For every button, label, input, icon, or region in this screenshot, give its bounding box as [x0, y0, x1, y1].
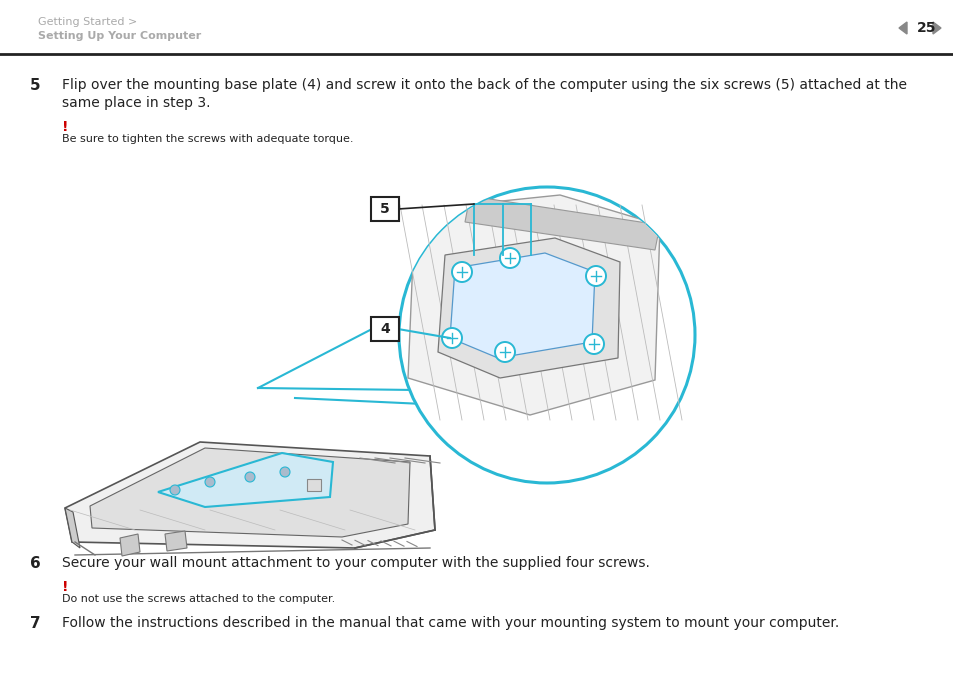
Text: !: ! [62, 580, 69, 594]
Text: 5: 5 [379, 202, 390, 216]
FancyBboxPatch shape [371, 317, 398, 341]
Polygon shape [450, 253, 595, 358]
Text: 25: 25 [916, 21, 936, 35]
Text: Follow the instructions described in the manual that came with your mounting sys: Follow the instructions described in the… [62, 616, 839, 630]
Circle shape [495, 342, 515, 362]
Circle shape [452, 262, 472, 282]
Polygon shape [120, 534, 140, 556]
Text: Be sure to tighten the screws with adequate torque.: Be sure to tighten the screws with adequ… [62, 134, 354, 144]
Circle shape [499, 248, 519, 268]
Text: !: ! [62, 120, 69, 134]
Polygon shape [932, 22, 940, 34]
Polygon shape [437, 238, 619, 378]
Text: 5: 5 [30, 78, 41, 93]
Text: Do not use the screws attached to the computer.: Do not use the screws attached to the co… [62, 594, 335, 604]
Polygon shape [65, 442, 435, 548]
Text: 4: 4 [379, 322, 390, 336]
Circle shape [245, 472, 254, 482]
FancyBboxPatch shape [371, 197, 398, 221]
Text: Flip over the mounting base plate (4) and screw it onto the back of the computer: Flip over the mounting base plate (4) an… [62, 78, 906, 92]
Polygon shape [464, 196, 659, 250]
Polygon shape [165, 531, 187, 551]
Circle shape [205, 477, 214, 487]
Circle shape [170, 485, 180, 495]
Circle shape [441, 328, 461, 348]
Polygon shape [408, 195, 659, 415]
Circle shape [583, 334, 603, 354]
FancyBboxPatch shape [307, 479, 320, 491]
Polygon shape [90, 448, 410, 537]
Text: same place in step 3.: same place in step 3. [62, 96, 211, 110]
Polygon shape [65, 508, 80, 548]
Circle shape [585, 266, 605, 286]
Text: Setting Up Your Computer: Setting Up Your Computer [38, 31, 201, 41]
Polygon shape [158, 453, 333, 507]
Circle shape [398, 187, 695, 483]
Text: Getting Started >: Getting Started > [38, 17, 137, 27]
Text: 7: 7 [30, 616, 41, 631]
Circle shape [280, 467, 290, 477]
Text: 6: 6 [30, 556, 41, 571]
Polygon shape [898, 22, 906, 34]
Text: Secure your wall mount attachment to your computer with the supplied four screws: Secure your wall mount attachment to you… [62, 556, 649, 570]
